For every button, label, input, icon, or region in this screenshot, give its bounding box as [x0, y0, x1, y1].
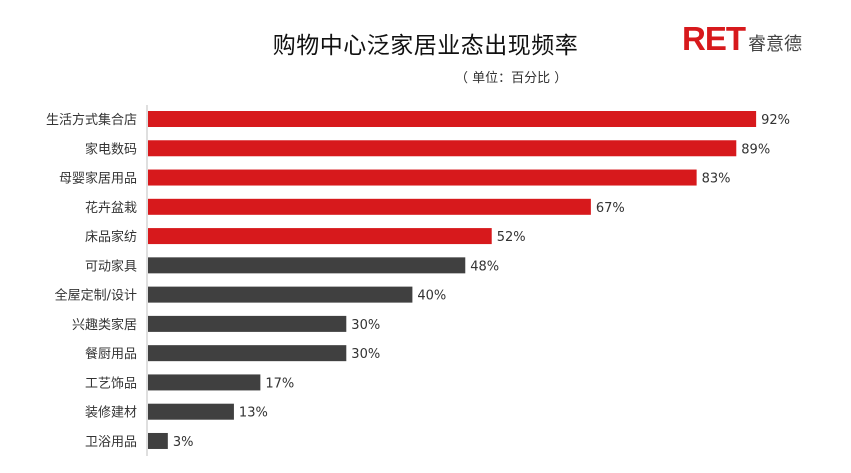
- value-label: 13%: [239, 406, 268, 421]
- bar-7: [148, 315, 347, 332]
- brand-logo: RET 睿意德: [682, 20, 802, 60]
- bar-9: [148, 374, 261, 391]
- bar-2: [148, 169, 697, 186]
- bar-3: [148, 198, 591, 215]
- category-label: 装修建材: [85, 406, 137, 421]
- bar-0: [148, 111, 757, 127]
- value-label: 48%: [470, 259, 499, 274]
- value-label: 40%: [417, 289, 446, 304]
- value-label: 92%: [761, 113, 790, 128]
- category-label: 餐厨用品: [85, 346, 137, 362]
- logo-name: 睿意德: [748, 34, 802, 55]
- category-label: 可动家具: [85, 258, 137, 274]
- category-label: 工艺饰品: [85, 376, 137, 391]
- category-label: 生活方式集合店: [46, 112, 137, 128]
- value-label: 52%: [497, 230, 526, 245]
- value-label: 30%: [351, 318, 380, 333]
- bar-10: [148, 403, 234, 420]
- category-label: 全屋定制/设计: [55, 288, 137, 304]
- chart-title: 购物中心泛家居业态出现频率: [272, 33, 579, 59]
- value-label: 67%: [596, 201, 625, 216]
- value-label: 17%: [265, 376, 294, 391]
- value-label: 30%: [351, 347, 380, 362]
- category-label: 家电数码: [85, 141, 137, 157]
- logo-mark: RET: [682, 20, 746, 57]
- bar-5: [148, 257, 466, 274]
- bar-4: [148, 228, 492, 245]
- bar-11: [148, 432, 168, 449]
- bar-1: [148, 140, 737, 157]
- bar-8: [148, 345, 347, 362]
- category-label: 兴趣类家居: [72, 317, 137, 333]
- value-label: 83%: [702, 172, 731, 187]
- bar-6: [148, 286, 413, 303]
- value-label: 3%: [173, 435, 194, 450]
- value-label: 89%: [741, 142, 770, 157]
- unit-note: （ 单位：百分比 ）: [455, 71, 568, 86]
- category-label: 卫浴用品: [85, 435, 137, 450]
- category-label: 床品家纺: [85, 229, 137, 245]
- category-label: 母婴家居用品: [59, 171, 137, 187]
- category-label: 花卉盆栽: [85, 200, 137, 216]
